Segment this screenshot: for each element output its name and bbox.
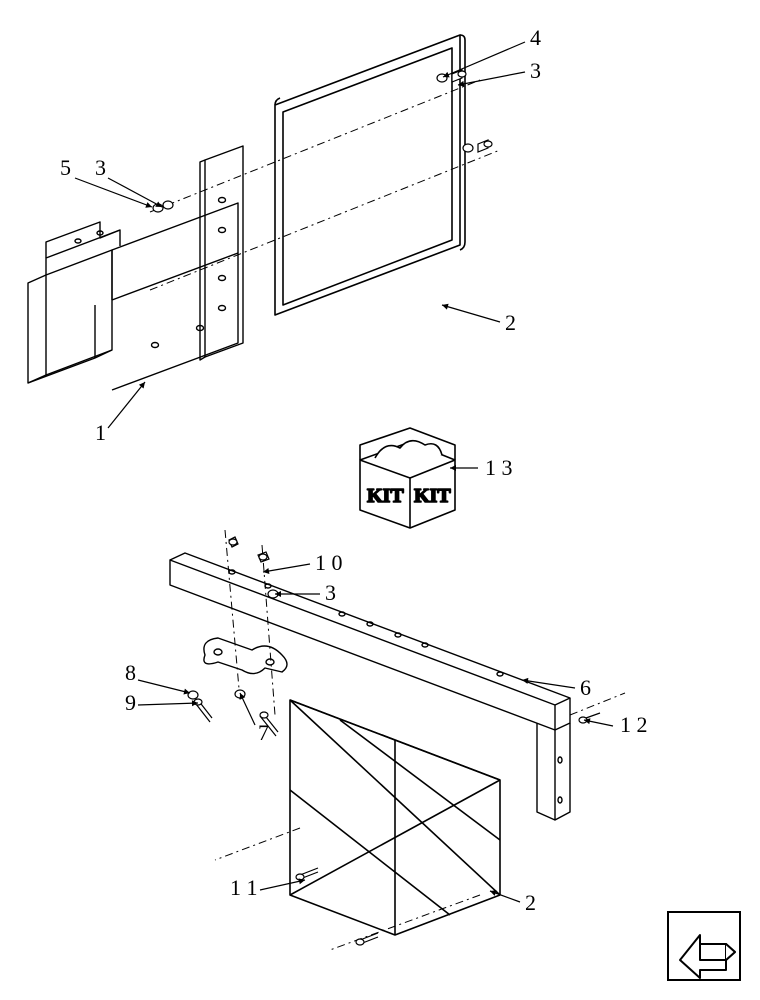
axis-lines-upper bbox=[150, 80, 500, 290]
callout-label-c2b: 2 bbox=[525, 890, 536, 915]
leader-line bbox=[138, 680, 190, 693]
part-kit-box: KIT KIT bbox=[360, 428, 455, 528]
leader-line bbox=[522, 680, 575, 688]
leader-line bbox=[138, 703, 198, 705]
callout-label-c4: 4 bbox=[530, 25, 541, 50]
leader-line bbox=[260, 880, 305, 890]
callout-label-c5: 5 bbox=[60, 155, 71, 180]
callout-label-c2a: 2 bbox=[505, 310, 516, 335]
callout-label-c10: 1 0 bbox=[315, 550, 343, 575]
callout-label-c3a: 3 bbox=[530, 58, 541, 83]
leader-arrowhead bbox=[458, 81, 464, 87]
fastener-8-9-left bbox=[188, 691, 212, 722]
callout-label-c3b: 3 bbox=[95, 155, 106, 180]
part-bracket bbox=[28, 146, 243, 390]
leader-line bbox=[458, 72, 525, 85]
callout-label-c9: 9 bbox=[125, 690, 136, 715]
leader-line bbox=[443, 42, 525, 77]
kit-label-right: KIT bbox=[414, 485, 451, 507]
fastener-11 bbox=[296, 868, 378, 945]
part-clip bbox=[204, 638, 287, 674]
fastener-10 bbox=[229, 537, 269, 562]
callout-label-c7: 7 bbox=[258, 720, 269, 745]
callout-label-c8: 8 bbox=[125, 660, 136, 685]
leader-line bbox=[263, 564, 310, 572]
part-panel-lower bbox=[290, 700, 500, 935]
nav-arrow-icon bbox=[668, 912, 740, 980]
callout-label-c1: 1 bbox=[95, 420, 106, 445]
callout-label-c11: 1 1 bbox=[230, 875, 258, 900]
fastener-3-4-mid bbox=[463, 140, 492, 152]
callouts: 4353211 31 0389761 21 12 bbox=[60, 25, 648, 915]
kit-label-left: KIT bbox=[367, 485, 404, 507]
leader-line bbox=[442, 305, 500, 322]
callout-label-c13: 1 3 bbox=[485, 455, 513, 480]
leader-line bbox=[108, 178, 162, 207]
callout-label-c3c: 3 bbox=[325, 580, 336, 605]
diagram-canvas: KIT KIT bbox=[0, 0, 760, 1000]
leader-line bbox=[75, 178, 152, 207]
part-bar bbox=[170, 553, 570, 820]
callout-label-c12: 1 2 bbox=[620, 712, 648, 737]
leader-arrowhead bbox=[298, 878, 305, 884]
callout-label-c6: 6 bbox=[580, 675, 591, 700]
